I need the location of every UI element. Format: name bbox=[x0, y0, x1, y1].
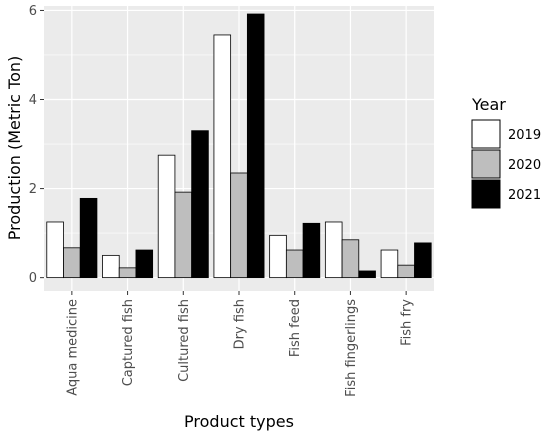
bar-2020 bbox=[118, 267, 137, 279]
bar-2020 bbox=[63, 247, 81, 279]
y-tick-label: 0 bbox=[29, 271, 37, 286]
legend-label-2019: 2019 bbox=[508, 128, 541, 143]
bar-2021 bbox=[358, 270, 376, 279]
x-axis: Aqua medicine Captured fish Cultured fish D… bbox=[65, 291, 415, 397]
x-tick-label: Captured fish bbox=[121, 299, 136, 386]
legend-items: 2019 2020 2021 bbox=[471, 119, 541, 209]
bar-2021 bbox=[246, 13, 265, 279]
x-tick-label: Fish fingerlings bbox=[344, 299, 359, 397]
bar-2020 bbox=[397, 264, 415, 279]
x-tick-label: Fish feed bbox=[288, 299, 303, 357]
legend-label-2021: 2021 bbox=[508, 188, 541, 203]
x-axis-label: Product types bbox=[184, 412, 294, 431]
legend-key-2020 bbox=[471, 149, 501, 179]
y-tick-label: 2 bbox=[29, 182, 37, 197]
grid-lines bbox=[44, 6, 434, 291]
bar-2019 bbox=[157, 154, 176, 279]
y-tick-label: 4 bbox=[29, 93, 37, 108]
y-axis-label: Production (Metric Ton) bbox=[5, 56, 24, 241]
bar-2020 bbox=[341, 239, 360, 279]
bar-2019 bbox=[102, 254, 120, 279]
y-tick-label: 6 bbox=[29, 4, 37, 19]
legend-title: Year bbox=[471, 95, 506, 114]
x-tick-label: Fish fry bbox=[400, 299, 415, 346]
bar-2020 bbox=[174, 191, 193, 279]
bar-2021 bbox=[191, 130, 209, 279]
bars bbox=[46, 13, 432, 279]
legend-key-2019 bbox=[471, 119, 501, 149]
legend-key-2021 bbox=[471, 179, 501, 209]
x-tick-label: Cultured fish bbox=[177, 299, 192, 382]
bar-2019 bbox=[380, 249, 399, 279]
y-axis: 0 2 4 6 bbox=[29, 4, 44, 286]
bar-2019 bbox=[46, 221, 64, 279]
bar-2021 bbox=[135, 249, 154, 279]
bar-2021 bbox=[302, 222, 321, 279]
bar-2019 bbox=[324, 221, 343, 279]
legend: Year 2019 2020 2021 bbox=[471, 95, 541, 209]
bar-2019 bbox=[269, 234, 287, 279]
x-tick-label: Dry fish bbox=[233, 299, 248, 349]
bar-2019 bbox=[213, 34, 232, 279]
legend-label-2020: 2020 bbox=[508, 158, 541, 173]
bar-2020 bbox=[285, 249, 304, 279]
bar-2020 bbox=[230, 172, 248, 279]
bar-2021 bbox=[79, 197, 98, 279]
x-tick-label: Aqua medicine bbox=[65, 299, 80, 396]
bar-2021 bbox=[414, 242, 432, 279]
